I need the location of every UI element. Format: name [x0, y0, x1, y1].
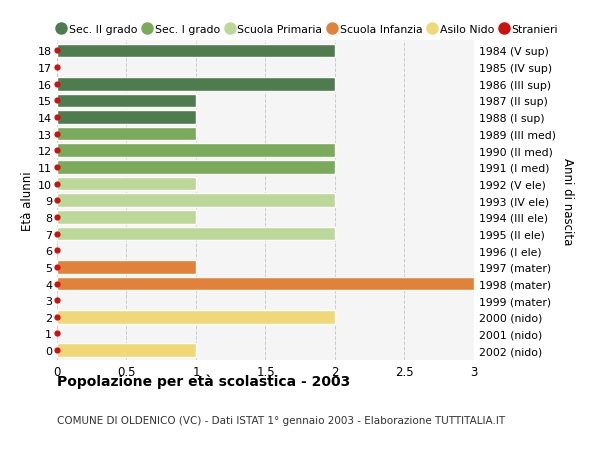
Bar [57, 260, 196, 274]
Bar [57, 161, 335, 174]
Bar [57, 277, 474, 291]
Legend: Sec. II grado, Sec. I grado, Scuola Primaria, Scuola Infanzia, Asilo Nido, Stran: Sec. II grado, Sec. I grado, Scuola Prim… [57, 25, 558, 35]
Bar [57, 144, 335, 158]
Y-axis label: Anni di nascita: Anni di nascita [562, 157, 574, 244]
Bar [57, 211, 196, 224]
Bar [57, 194, 335, 207]
Bar [57, 227, 335, 241]
Bar [57, 45, 335, 58]
Text: COMUNE DI OLDENICO (VC) - Dati ISTAT 1° gennaio 2003 - Elaborazione TUTTITALIA.I: COMUNE DI OLDENICO (VC) - Dati ISTAT 1° … [57, 415, 505, 425]
Text: Popolazione per età scolastica - 2003: Popolazione per età scolastica - 2003 [57, 374, 350, 389]
Bar [57, 128, 196, 141]
Bar [57, 78, 335, 91]
Y-axis label: Età alunni: Età alunni [21, 171, 34, 230]
Bar [57, 94, 196, 108]
Bar [57, 111, 196, 124]
Bar [57, 177, 196, 191]
Bar [57, 343, 196, 357]
Bar [57, 310, 335, 324]
